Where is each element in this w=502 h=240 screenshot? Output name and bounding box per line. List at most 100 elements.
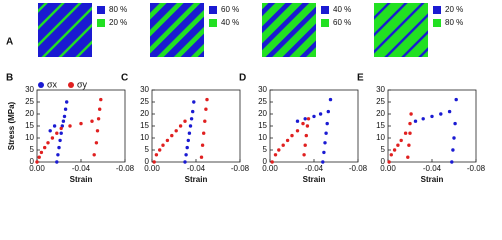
data-point bbox=[59, 126, 63, 131]
data-point bbox=[408, 131, 412, 135]
data-point bbox=[79, 121, 83, 126]
y-tick-label: 30 bbox=[258, 85, 267, 94]
data-point bbox=[403, 131, 408, 135]
y-tick-label: 10 bbox=[25, 133, 34, 142]
x-tick-label: -0.04 bbox=[187, 164, 206, 173]
x-tick-label: -0.08 bbox=[467, 164, 486, 173]
data-point bbox=[413, 119, 418, 123]
plot-frame bbox=[269, 89, 359, 163]
data-point bbox=[199, 155, 204, 159]
data-point bbox=[306, 117, 311, 121]
data-point bbox=[408, 121, 412, 126]
legend-swatch bbox=[209, 6, 217, 14]
y-tick-label: 30 bbox=[376, 85, 385, 94]
data-point bbox=[295, 129, 300, 133]
panel-label: E bbox=[357, 73, 364, 84]
data-point bbox=[399, 138, 403, 143]
data-point bbox=[318, 112, 323, 116]
x-axis-label: Strain bbox=[303, 175, 326, 184]
x-tick-label: -0.04 bbox=[423, 164, 442, 173]
data-point bbox=[188, 124, 193, 128]
y-tick-label: 5 bbox=[263, 145, 268, 154]
y-tick-label: 0 bbox=[263, 157, 268, 166]
data-point bbox=[192, 100, 196, 104]
data-point bbox=[165, 138, 170, 143]
x-axis-label: Strain bbox=[421, 175, 444, 184]
data-point bbox=[389, 153, 393, 157]
data-point bbox=[184, 153, 188, 157]
data-point bbox=[154, 153, 159, 157]
data-point bbox=[304, 133, 308, 138]
data-point bbox=[295, 119, 300, 123]
x-tick-label: 0.00 bbox=[380, 164, 396, 173]
panel-label: A bbox=[6, 37, 13, 48]
y-tick-label: 15 bbox=[140, 121, 149, 130]
y-tick-label: 30 bbox=[140, 85, 149, 94]
y-tick-label: 15 bbox=[25, 121, 34, 130]
plot-frame bbox=[36, 89, 126, 163]
y-tick-label: 5 bbox=[381, 145, 386, 154]
data-point bbox=[323, 141, 327, 145]
data-point bbox=[396, 143, 400, 147]
data-point bbox=[205, 97, 209, 102]
data-point bbox=[290, 133, 294, 138]
data-point bbox=[301, 121, 305, 126]
y-tick-label: 10 bbox=[140, 133, 149, 142]
data-point bbox=[451, 148, 455, 152]
y-tick-label: 20 bbox=[140, 109, 149, 118]
legend-marker bbox=[38, 82, 44, 88]
data-point bbox=[273, 153, 278, 157]
data-point bbox=[324, 131, 328, 135]
data-point bbox=[203, 119, 207, 123]
y-tick-label: 15 bbox=[258, 121, 267, 130]
data-point bbox=[95, 129, 100, 133]
data-point bbox=[90, 119, 94, 123]
data-point bbox=[59, 131, 63, 135]
data-point bbox=[277, 148, 281, 152]
x-tick-label: 0.00 bbox=[144, 164, 160, 173]
data-point bbox=[421, 117, 425, 121]
data-point bbox=[454, 97, 458, 102]
data-point bbox=[200, 143, 205, 147]
data-point bbox=[61, 119, 66, 123]
y-tick-label: 25 bbox=[376, 97, 385, 106]
data-point bbox=[187, 131, 192, 135]
y-tick-label: 5 bbox=[145, 145, 150, 154]
y-tick-label: 25 bbox=[140, 97, 149, 106]
data-point bbox=[35, 160, 39, 164]
data-point bbox=[63, 107, 68, 111]
legend-swatch bbox=[433, 6, 441, 14]
data-point bbox=[452, 136, 456, 140]
x-tick-label: -0.04 bbox=[305, 164, 324, 173]
legend-label: σx bbox=[47, 79, 58, 89]
data-point bbox=[281, 143, 285, 147]
data-point bbox=[92, 153, 96, 157]
x-axis-label: Strain bbox=[185, 175, 208, 184]
data-point bbox=[406, 155, 410, 159]
data-point bbox=[58, 138, 62, 143]
data-point bbox=[55, 131, 59, 135]
data-point bbox=[303, 117, 307, 121]
y-axis-label: Stress (MPa) bbox=[7, 101, 16, 150]
data-point bbox=[270, 160, 274, 164]
data-point bbox=[98, 107, 102, 111]
legend-swatch bbox=[97, 6, 105, 14]
data-point bbox=[204, 107, 208, 111]
legend-swatch bbox=[321, 19, 329, 27]
data-point bbox=[57, 145, 61, 150]
x-tick-label: -0.08 bbox=[116, 164, 135, 173]
data-point bbox=[43, 145, 47, 150]
data-point bbox=[161, 143, 165, 147]
y-tick-label: 5 bbox=[30, 145, 35, 154]
data-point bbox=[183, 119, 187, 123]
data-point bbox=[183, 160, 187, 164]
x-tick-label: 0.00 bbox=[29, 164, 45, 173]
data-point bbox=[178, 124, 183, 128]
x-tick-label: 0.00 bbox=[262, 164, 278, 173]
plot-frame bbox=[387, 89, 477, 163]
data-point bbox=[191, 109, 195, 114]
data-point bbox=[55, 160, 59, 164]
data-point bbox=[453, 121, 457, 126]
x-tick-label: -0.04 bbox=[72, 164, 91, 173]
y-tick-label: 20 bbox=[376, 109, 385, 118]
